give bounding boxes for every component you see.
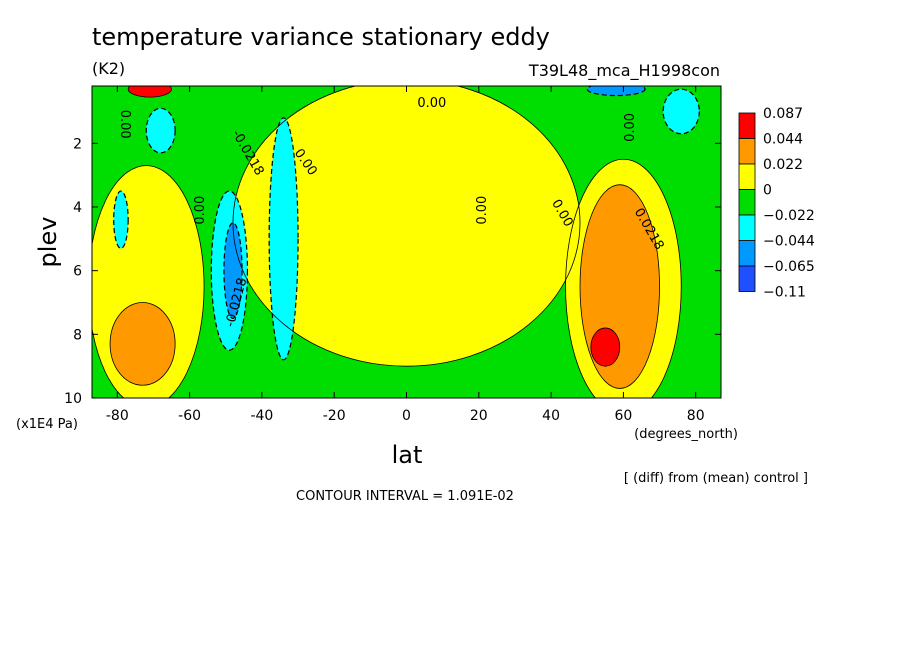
y-tick-label-3: 8 <box>73 327 82 343</box>
units-label: (K2) <box>92 59 125 78</box>
contour-line-12 <box>223 222 243 320</box>
y-axis-units: (x1E4 Pa) <box>16 417 78 432</box>
y-axis-label: plev <box>34 217 62 268</box>
x-axis-label: lat <box>392 441 423 469</box>
x-axis-units: (degrees_north) <box>634 427 738 442</box>
x-tick-label-0: -80 <box>106 408 129 424</box>
y-tick-label-4: 10 <box>64 391 82 407</box>
contour-line-7 <box>268 117 299 361</box>
colorbar-swatch-0 <box>738 112 756 139</box>
x-tick-label-6: 40 <box>542 408 560 424</box>
x-tick-label-7: 60 <box>614 408 632 424</box>
run-name: T39L48_mca_H1998con <box>528 61 720 81</box>
colorbar-swatch-2 <box>738 163 756 190</box>
colorbar-swatch-5 <box>738 240 756 267</box>
y-tick-label-0: 2 <box>73 136 82 152</box>
plot-area <box>92 86 721 398</box>
x-tick-label-5: 20 <box>470 408 488 424</box>
contour-label-2: 0.00 <box>623 113 638 142</box>
colorbar-swatch-4 <box>738 214 756 241</box>
x-tick-label-2: -40 <box>250 408 273 424</box>
contour-region-13 <box>587 86 646 96</box>
chart-title: temperature variance stationary eddy <box>92 23 550 51</box>
contour-label-6: 0.00 <box>193 196 208 225</box>
colorbar-swatch-6 <box>738 265 756 292</box>
contour-region-9 <box>146 108 176 153</box>
contour-label-1: 0.00 <box>117 110 132 139</box>
y-tick-label-1: 4 <box>73 200 82 216</box>
colorbar-label-5: −0.044 <box>763 234 815 250</box>
contour-region-12 <box>223 222 243 319</box>
contour-region-11 <box>113 191 129 249</box>
contour-line-6 <box>127 86 172 98</box>
contour-region-1 <box>233 86 580 367</box>
x-tick-label-3: -20 <box>323 408 346 424</box>
contour-region-5 <box>590 327 620 367</box>
contour-line-4 <box>579 184 660 389</box>
contour-line-9 <box>145 107 176 154</box>
x-tick-label-8: 80 <box>687 408 705 424</box>
contour-line-3 <box>109 302 176 386</box>
colorbar-swatch-1 <box>738 138 756 165</box>
colorbar-label-2: 0.022 <box>763 157 803 173</box>
colorbar-label-0: 0.087 <box>763 106 803 122</box>
contour-line-1 <box>232 86 581 367</box>
contour-region-10 <box>663 89 700 134</box>
contour-region-7 <box>269 117 299 360</box>
contour-interval: CONTOUR INTERVAL = 1.091E-02 <box>296 489 514 504</box>
contour-line-2 <box>565 158 682 398</box>
contour-line-11 <box>113 190 129 249</box>
contour-label-5: 0.00 <box>475 196 490 225</box>
contour-region-6 <box>128 86 172 98</box>
contour-line-5 <box>590 327 621 367</box>
colorbar-label-1: 0.044 <box>763 132 803 148</box>
contour-line-10 <box>662 88 700 135</box>
x-tick-label-1: -60 <box>178 408 201 424</box>
colorbar-label-3: 0 <box>763 183 772 199</box>
colorbar: 0.087 0.044 0.022 0 −0.022 −0.044 −0.065 −0.11 <box>738 106 815 301</box>
contour-region-3 <box>110 302 176 386</box>
contour-line-0 <box>92 165 205 398</box>
diff-note: [ (diff) from (mean) control ] <box>624 471 808 486</box>
contour-line-8 <box>210 190 249 351</box>
contour-line-13 <box>586 86 646 97</box>
colorbar-label-4: −0.022 <box>763 208 815 224</box>
y-tick-label-2: 6 <box>73 264 82 280</box>
colorbar-swatch-3 <box>738 189 756 216</box>
x-tick-label-4: 0 <box>402 408 411 424</box>
colorbar-label-6: −0.065 <box>763 259 815 275</box>
colorbar-label-7: −0.11 <box>763 285 806 301</box>
contour-label-0: 0.00 <box>417 96 446 111</box>
